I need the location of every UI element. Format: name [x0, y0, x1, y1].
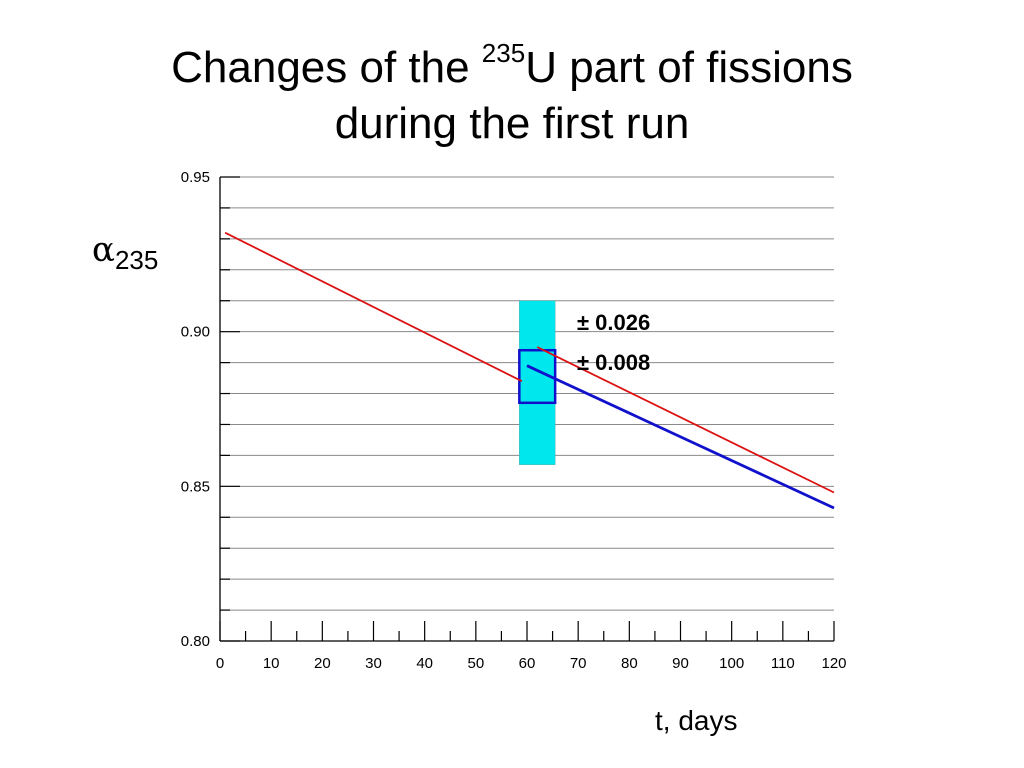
x-tick-label: 120: [821, 655, 846, 672]
chart-title: Changes of the 235U part of fissions dur…: [0, 40, 1024, 152]
series-line-1: [224, 231, 523, 383]
x-tick-label: 60: [519, 655, 536, 672]
x-tick-label: 70: [570, 655, 587, 672]
title-line1-after: U part of fissions: [525, 43, 853, 92]
x-tick-label: 80: [621, 655, 638, 672]
title-line2: during the first run: [334, 99, 690, 148]
series-line-3: [526, 364, 835, 510]
y-axis-label-subscript: 235: [114, 245, 159, 275]
x-tick-label: 20: [314, 655, 331, 672]
y-tick-label: 0.80: [181, 633, 210, 650]
x-tick-label: 90: [672, 655, 689, 672]
y-tick-label: 0.95: [181, 169, 210, 186]
error-annotation-1: ± 0.026: [577, 310, 650, 335]
y-axis-label: α235: [92, 230, 158, 275]
x-tick-label: 40: [416, 655, 433, 672]
y-axis-label-symbol: α: [92, 230, 115, 270]
error-box-wide: [519, 300, 556, 465]
title-line1-before: Changes of the: [171, 43, 482, 92]
error-box-narrow: [518, 348, 557, 405]
x-tick-label: 50: [467, 655, 484, 672]
x-tick-label: 0: [216, 655, 224, 672]
x-tick-label: 30: [365, 655, 382, 672]
x-tick-label: 100: [719, 655, 744, 672]
x-tick-label: 110: [771, 655, 795, 672]
x-axis-label: t, days: [655, 705, 738, 736]
y-tick-label: 0.85: [181, 478, 210, 495]
title-superscript: 235: [481, 38, 526, 68]
error-annotation-2: ± 0.008: [577, 350, 650, 375]
y-tick-label: 0.90: [181, 324, 210, 341]
series-line-2: [536, 346, 835, 494]
x-tick-label: 10: [263, 655, 280, 672]
